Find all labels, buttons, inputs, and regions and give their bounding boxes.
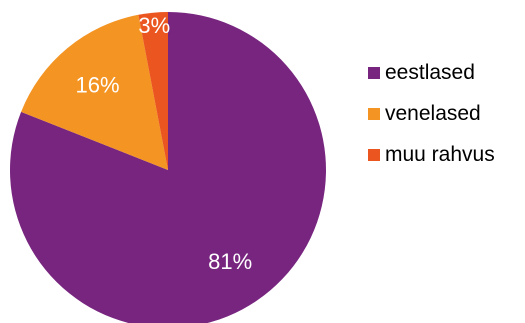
data-label-venelased: 16% bbox=[75, 72, 119, 97]
data-label-muu-rahvus: 3% bbox=[138, 13, 170, 38]
legend-item-venelased: venelased bbox=[368, 101, 495, 127]
legend-item-muu-rahvus: muu rahvus bbox=[368, 142, 495, 168]
legend-swatch-eestlased bbox=[368, 67, 380, 79]
pie-slices bbox=[10, 12, 326, 323]
data-label-eestlased: 81% bbox=[208, 249, 252, 274]
legend-swatch-muu-rahvus bbox=[368, 149, 380, 161]
legend-swatch-venelased bbox=[368, 108, 380, 120]
legend-item-eestlased: eestlased bbox=[368, 60, 495, 86]
pie-slice-eestlased bbox=[10, 12, 326, 323]
legend-label: venelased bbox=[385, 102, 481, 125]
pie-chart: 81% 16% 3% bbox=[10, 12, 326, 323]
pie-slice-muu-rahvus bbox=[138, 12, 168, 170]
legend: eestlased venelased muu rahvus bbox=[368, 60, 495, 183]
pie-slice-venelased bbox=[21, 14, 168, 170]
legend-label: eestlased bbox=[385, 61, 475, 84]
pie-value-labels: 81% 16% 3% bbox=[75, 13, 252, 274]
legend-label: muu rahvus bbox=[385, 143, 495, 166]
